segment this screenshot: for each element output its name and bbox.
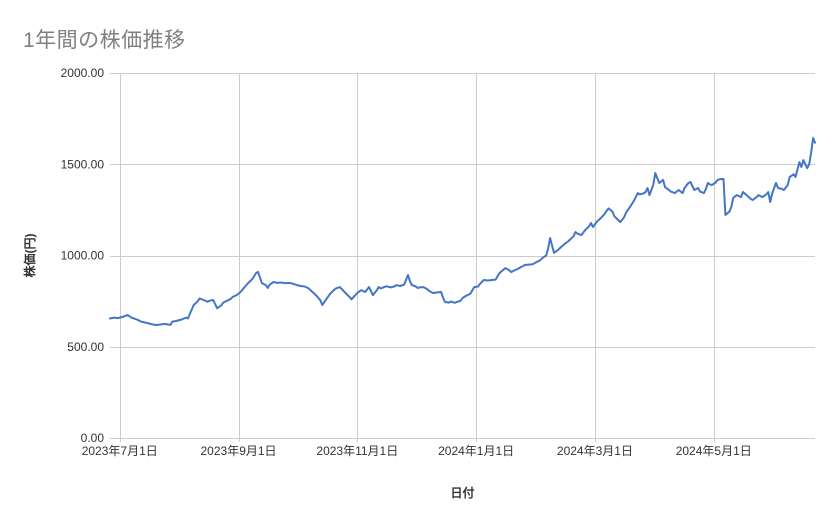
x-tick-label: 2024年3月1日 bbox=[557, 444, 633, 458]
y-tick-label: 1000.00 bbox=[61, 249, 105, 263]
x-axis-title: 日付 bbox=[450, 485, 474, 500]
chart-title: 1年間の株価推移 bbox=[23, 29, 186, 52]
x-tick-label: 2023年7月1日 bbox=[82, 444, 158, 458]
y-tick-label: 0.00 bbox=[81, 431, 105, 445]
price-line-series bbox=[109, 137, 816, 326]
x-tick-label: 2023年11月1日 bbox=[316, 444, 398, 458]
x-tick-label: 2024年5月1日 bbox=[676, 444, 752, 458]
y-tick-label: 2000.00 bbox=[61, 66, 105, 80]
y-tick-label: 1500.00 bbox=[61, 157, 105, 171]
y-axis-title: 株価(円) bbox=[22, 234, 37, 278]
x-tick-label: 2024年1月1日 bbox=[438, 444, 514, 458]
y-tick-label: 500.00 bbox=[67, 340, 104, 354]
x-tick-label: 2023年9月1日 bbox=[201, 444, 277, 458]
